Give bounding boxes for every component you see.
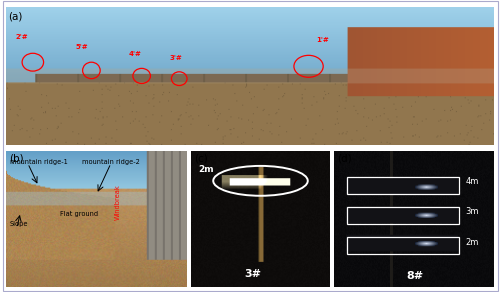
Text: mountain ridge-2: mountain ridge-2 (82, 159, 140, 165)
Text: 2'#: 2'# (16, 34, 28, 40)
Text: Slope: Slope (10, 221, 28, 227)
Text: Windbreak: Windbreak (114, 185, 120, 220)
Text: 5'#: 5'# (76, 44, 88, 50)
Text: 4'#: 4'# (129, 51, 142, 57)
Text: 2m: 2m (465, 238, 478, 247)
Text: 3'#: 3'# (170, 55, 182, 61)
Text: (c): (c) (194, 154, 207, 164)
Text: 1'#: 1'# (316, 37, 328, 43)
Text: mountain ridge-1: mountain ridge-1 (10, 159, 68, 165)
Text: Flat ground: Flat ground (60, 211, 98, 217)
Text: 3#: 3# (244, 269, 261, 279)
Text: 8#: 8# (406, 271, 423, 281)
Text: (a): (a) (8, 11, 23, 21)
Text: (d): (d) (337, 154, 352, 164)
Text: 3m: 3m (465, 207, 478, 216)
Text: (b): (b) (10, 154, 24, 164)
Text: 4m: 4m (465, 177, 478, 186)
Text: 2m: 2m (198, 165, 214, 173)
